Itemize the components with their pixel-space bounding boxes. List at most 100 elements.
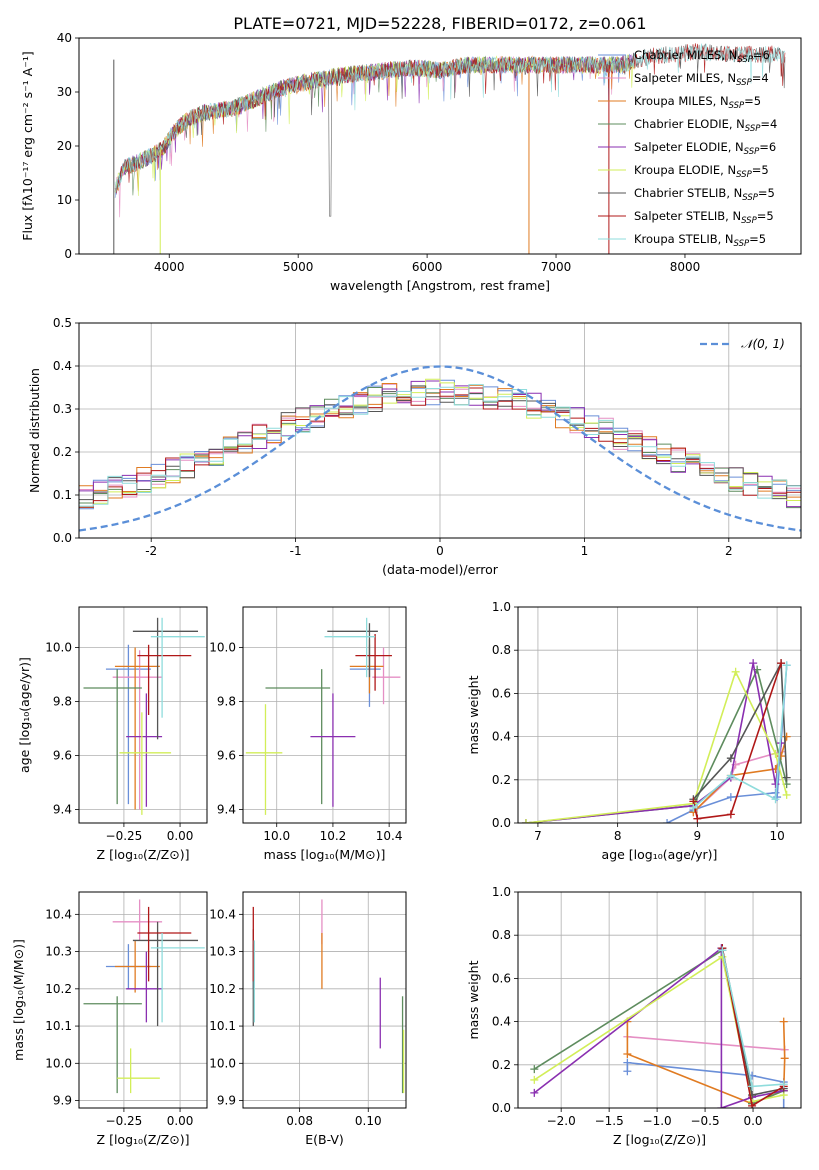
legend-label-main: Kroupa ELODIE, N — [634, 163, 736, 177]
x-tick-label: 0.0 — [743, 1114, 762, 1128]
errorbar-kroupa-elodie — [119, 712, 172, 815]
x-axis-label: Z [log₁₀(Z/Z⊙)] — [97, 1132, 190, 1147]
x-tick-label: 10.2 — [320, 829, 347, 843]
legend-label-suffix: =4 — [760, 117, 777, 131]
weight-marker — [726, 754, 735, 763]
weight-marker — [530, 1075, 539, 1084]
legend-label: Salpeter STELIB, NSSP=5 — [634, 209, 774, 226]
legend-label: Kroupa ELODIE, NSSP=5 — [634, 163, 769, 180]
y-tick-label: 9.4 — [53, 803, 72, 817]
age-vs-mass-plot-area — [245, 617, 401, 815]
x-axis-label: E(B-V) — [305, 1132, 344, 1147]
weight-series-kroupa-stelib — [718, 946, 788, 1091]
weight-marker — [726, 810, 735, 819]
y-axis-label: Flux [fλ10⁻¹⁷ erg cm⁻² s⁻¹ A⁻¹] — [20, 51, 35, 240]
y-tick-label: 0.2 — [492, 773, 511, 787]
weight-line — [533, 946, 784, 1108]
axes-frame — [242, 606, 407, 824]
weight-line — [666, 665, 788, 823]
x-tick-label: −2.0 — [547, 1114, 576, 1128]
y-tick-label: 0.8 — [492, 643, 511, 657]
y-tick-label: 30 — [57, 85, 72, 99]
weight-marker — [693, 814, 702, 823]
mass-vs-Z-plot-area — [83, 899, 205, 1094]
y-axis-label: mass [log₁₀(M/M⊙)] — [11, 939, 26, 1061]
y-axis-label: age [log₁₀(age/yr)] — [17, 657, 32, 773]
x-axis-label: (data-model)/error — [382, 562, 499, 577]
y-tick-label: 0.2 — [53, 445, 72, 459]
legend-label-suffix: =5 — [749, 232, 766, 246]
legend-label-suffix: =6 — [759, 140, 776, 154]
legend-label-sub: SSP — [736, 170, 752, 180]
y-axis-label: mass weight — [466, 960, 481, 1039]
legend-label-sub: SSP — [742, 193, 758, 203]
axes-frame — [78, 891, 208, 1109]
y-tick-label: 10.0 — [45, 1056, 72, 1070]
y-tick-label: 10.1 — [209, 1019, 236, 1033]
legend-label-main: Chabrier STELIB, N — [634, 186, 742, 200]
errorbar-kroupa-miles — [114, 940, 160, 993]
axes-frame — [517, 891, 802, 1109]
x-tick-label: 10.4 — [376, 829, 403, 843]
histogram-step-chabrier-stelib — [79, 385, 801, 501]
y-tick-label: 9.9 — [53, 1094, 72, 1108]
errorbar-salpeter-elodie — [310, 693, 356, 807]
legend-label-suffix: =6 — [753, 48, 770, 62]
weight-line — [692, 662, 782, 820]
mass-weight-vs-age-plot-area — [521, 659, 791, 823]
weight-marker — [779, 1104, 788, 1108]
weight-series-salpeter-stelib — [689, 659, 786, 823]
legend-label-main: Kroupa STELIB, N — [634, 232, 734, 246]
weight-marker — [782, 773, 791, 782]
histogram-step-salpeter-stelib — [79, 387, 801, 508]
weight-marker — [530, 1065, 539, 1074]
x-tick-label: 4000 — [154, 260, 185, 274]
x-axis-label: wavelength [Angstrom, rest frame] — [330, 278, 550, 293]
weight-series-salpeter-elodie — [521, 659, 786, 823]
y-tick-label: 9.8 — [217, 695, 236, 709]
errorbar-salpeter-stelib — [137, 644, 192, 715]
errorbar-salpeter-miles — [372, 647, 401, 705]
y-tick-label: 10.0 — [209, 641, 236, 655]
y-tick-label: 9.4 — [217, 803, 236, 817]
legend-label-sub: SSP — [744, 147, 760, 157]
legend-label-sub: SSP — [736, 78, 752, 88]
x-tick-label: 8000 — [670, 260, 701, 274]
y-tick-label: 10.4 — [209, 907, 236, 921]
x-tick-label: 8 — [614, 829, 622, 843]
x-tick-label: 7000 — [541, 260, 572, 274]
x-tick-label: −0.25 — [106, 829, 143, 843]
x-tick-label: 10 — [769, 829, 784, 843]
legend-label-main: Salpeter STELIB, N — [634, 209, 741, 223]
mass-weight-vs-Z-panel: −2.0 −1.5 −1.0 −0.5 0.0 0.0 0.2 0.4 0.6 0.8 1.0 Z [… — [466, 885, 802, 1147]
weight-series-kroupa-elodie — [521, 667, 791, 823]
weight-line — [692, 665, 788, 809]
legend-label: Kroupa STELIB, NSSP=5 — [634, 232, 766, 249]
x-axis-label: Z [log₁₀(Z/Z⊙)] — [613, 1132, 706, 1147]
mass-vs-EBV-panel: 0.08 0.10 9.9 10.0 10.1 10.2 10.3 10.4 E(B-V) — [209, 891, 407, 1147]
weight-line — [692, 660, 788, 800]
normal-curve — [79, 365, 801, 532]
y-tick-label: 9.6 — [217, 749, 236, 763]
x-tick-label: 10.0 — [263, 829, 290, 843]
errorbar-chabrier-elodie — [83, 996, 142, 1094]
weight-marker — [689, 803, 698, 812]
y-tick-label: 1.0 — [492, 885, 511, 899]
y-tick-label: 10.2 — [45, 982, 72, 996]
weight-marker — [623, 1058, 632, 1067]
age-vs-Z-panel: −0.25 0.00 9.4 9.6 9.8 10.0 Z [log₁₀(Z/Z⊙)] age… — [17, 606, 208, 862]
errorbar-salpeter-stelib — [355, 634, 392, 691]
x-tick-label: 0.00 — [167, 1114, 194, 1128]
weight-marker — [748, 1082, 757, 1091]
x-axis-label: age [log₁₀(age/yr)] — [602, 847, 718, 862]
x-tick-label: -1 — [290, 544, 302, 558]
residual-histogram-panel: -2 -1 0 1 2 0.0 0.1 0.2 0.3 0.4 0.5 (data-model)/er… — [27, 316, 802, 577]
legend-label: Salpeter MILES, NSSP=4 — [634, 71, 769, 88]
weight-marker — [530, 1088, 539, 1097]
age-vs-Z-plot-area — [83, 617, 205, 815]
weight-marker — [623, 1067, 632, 1076]
x-tick-label: 0.10 — [355, 1114, 382, 1128]
legend-label-main: Chabrier MILES, N — [634, 48, 737, 62]
errorbar-salpeter-elodie — [126, 693, 163, 807]
